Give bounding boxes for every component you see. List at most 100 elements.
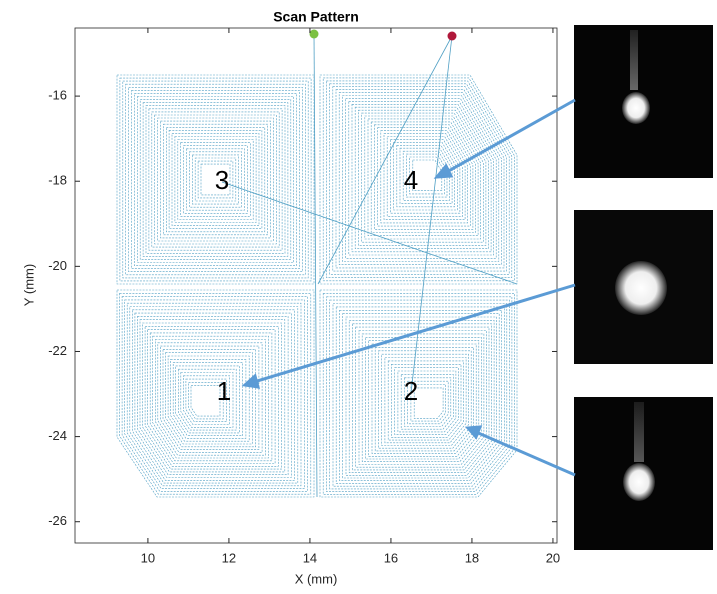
x-tick-label: 12 <box>222 550 236 565</box>
scan-loop <box>185 378 227 423</box>
scan-loop <box>410 384 447 422</box>
scan-loop <box>384 357 467 444</box>
scan-loop <box>194 157 237 202</box>
scan-loop <box>326 296 513 492</box>
y-tick-label: -24 <box>48 428 67 443</box>
scan-loop <box>413 387 444 419</box>
scan-loop <box>332 303 508 487</box>
scan-loop <box>393 142 458 211</box>
scan-loop <box>175 365 240 434</box>
x-tick-label: 20 <box>546 550 560 565</box>
scan-loop <box>177 139 254 220</box>
scan-loop <box>374 124 474 230</box>
scan-loop <box>142 102 289 257</box>
x-tick-label: 16 <box>384 550 398 565</box>
y-tick-label: -22 <box>48 343 67 358</box>
arrow-line <box>253 283 576 384</box>
scan-loop <box>190 385 221 417</box>
arrow-head <box>433 163 454 179</box>
scan-loop <box>390 139 461 214</box>
chart-title: Scan Pattern <box>273 9 359 25</box>
scan-loop <box>157 342 263 453</box>
scan-loop <box>139 99 292 260</box>
scan-loop <box>145 105 286 254</box>
scan-loop <box>412 159 443 191</box>
scan-pattern <box>116 33 518 498</box>
scan-loop <box>335 306 505 484</box>
scan-loop <box>168 130 263 229</box>
scan-loop <box>326 80 513 278</box>
scan-loop <box>371 343 477 454</box>
scan-loop <box>119 292 312 495</box>
scan-loop <box>387 360 464 441</box>
scan-loop <box>122 80 309 279</box>
scan-loop <box>355 326 490 468</box>
zone-label: 2 <box>404 376 418 406</box>
image-1-tail <box>630 30 638 90</box>
scan-loop <box>406 153 448 198</box>
y-axis-label: Y (mm) <box>21 264 36 306</box>
image-1-spot <box>622 92 650 124</box>
scan-loop <box>160 345 260 450</box>
scan-loop <box>180 372 234 428</box>
scan-loop <box>147 329 276 464</box>
scan-loop <box>394 367 459 435</box>
scan-loop <box>352 323 492 471</box>
scan-loop <box>188 382 224 420</box>
scan-loop <box>358 109 487 246</box>
image-3-tail <box>634 402 644 462</box>
scan-loop <box>332 86 507 272</box>
scan-loop <box>166 127 266 233</box>
scan-loop <box>322 293 515 495</box>
scan-loop <box>142 322 282 470</box>
scan-loop <box>137 96 295 263</box>
scan-loop <box>162 349 256 448</box>
scan-loop <box>139 319 286 473</box>
scan-loop <box>200 163 231 196</box>
scan-loop <box>400 374 454 430</box>
scan-loop <box>192 154 239 205</box>
scan-loop <box>152 335 269 459</box>
scan-loop <box>167 355 250 442</box>
scan-loop <box>137 316 289 476</box>
scan-loop <box>377 127 471 227</box>
scan-transit <box>221 181 518 285</box>
scan-loop <box>163 123 268 236</box>
x-tick-label: 18 <box>465 550 479 565</box>
scan-loop <box>319 289 518 498</box>
scan-loop <box>342 95 500 262</box>
scan-loop <box>183 145 248 214</box>
scan-loop <box>197 160 234 199</box>
scan-loop <box>126 302 302 487</box>
scan-loop <box>399 147 453 204</box>
scan-loop <box>151 111 280 248</box>
scan-loop <box>338 92 502 266</box>
scan-loop <box>178 368 237 431</box>
scan-loop <box>361 112 484 243</box>
start-marker <box>309 29 319 39</box>
scan-loop <box>121 296 308 492</box>
zone-label: 1 <box>217 376 231 406</box>
image-3-spot <box>623 463 655 501</box>
x-axis-label: X (mm) <box>295 571 338 586</box>
zone-label: 4 <box>404 165 418 195</box>
x-tick-label: 10 <box>141 550 155 565</box>
scan-loop <box>134 93 297 266</box>
arrow-head <box>464 425 483 440</box>
scan-loop <box>129 306 299 484</box>
scan-loop <box>170 358 247 439</box>
scan-loop <box>374 347 475 452</box>
y-tick-label: -16 <box>48 88 67 103</box>
scan-loop <box>396 145 456 208</box>
arrows <box>241 98 576 477</box>
scan-loop <box>172 362 243 437</box>
scan-transit <box>313 33 318 498</box>
scan-loop <box>119 77 312 282</box>
scan-loop <box>148 108 283 251</box>
scan-loop <box>186 148 245 211</box>
scan-loop <box>358 330 487 465</box>
arrow-line <box>475 430 576 477</box>
scan-loop <box>381 353 469 446</box>
end-marker <box>447 31 457 41</box>
